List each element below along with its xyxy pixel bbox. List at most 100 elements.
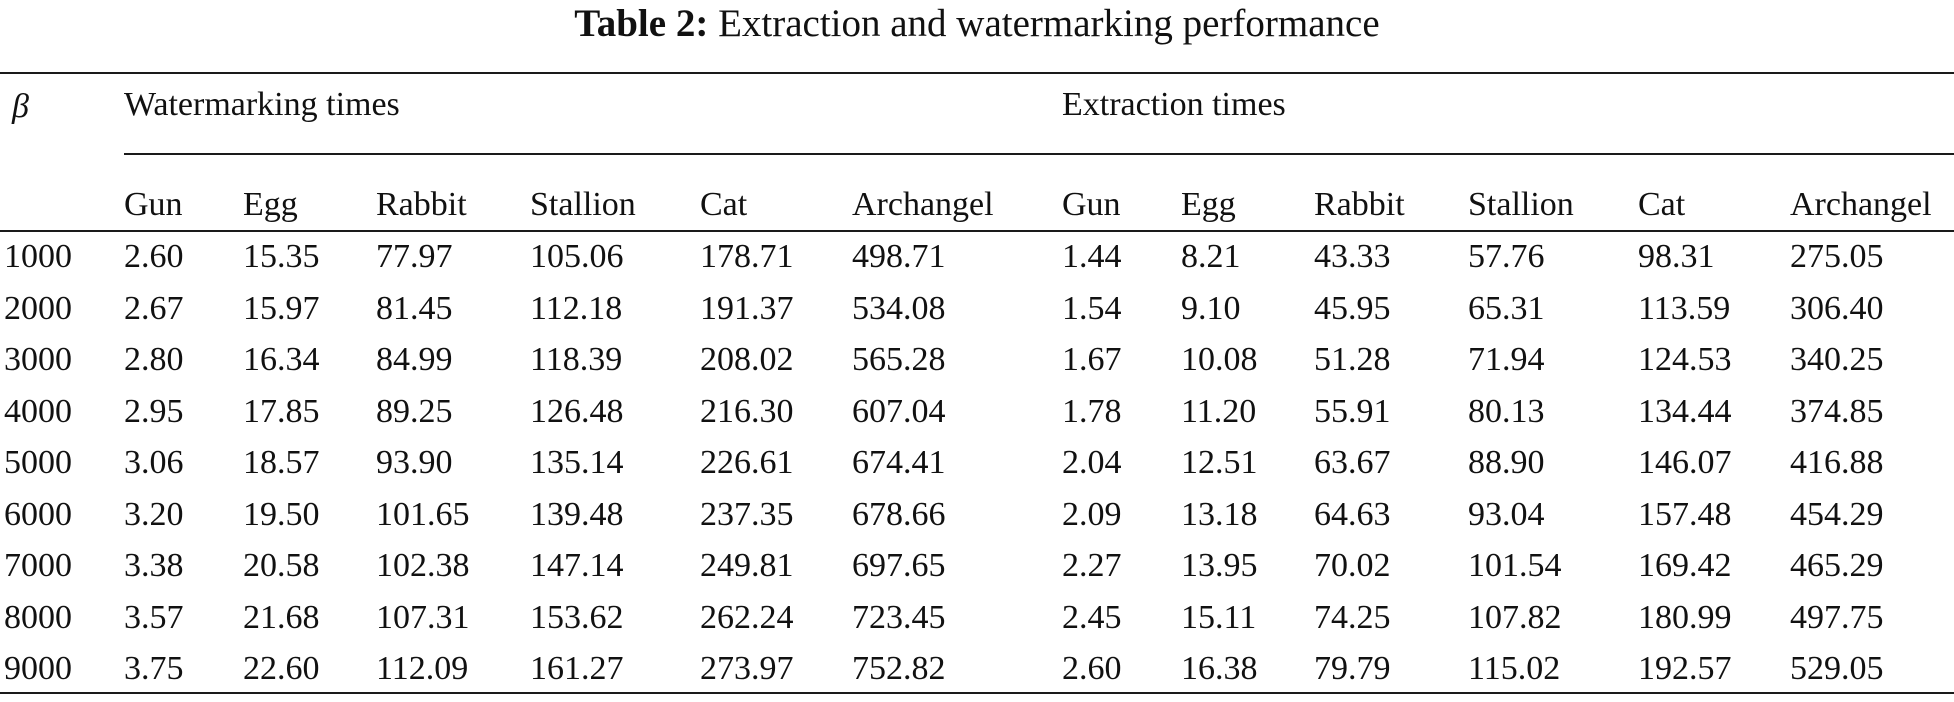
table-cell: 157.48 bbox=[1638, 495, 1732, 533]
column-header-row: Gun Egg Rabbit Stallion Cat Archangel Gun Egg Ra… bbox=[0, 186, 1954, 230]
table-cell: 101.65 bbox=[376, 495, 470, 533]
table-cell: 15.97 bbox=[243, 289, 320, 327]
table-cell: 3.20 bbox=[124, 495, 184, 533]
table-cell: 51.28 bbox=[1314, 341, 1391, 378]
column-header: Stallion bbox=[530, 186, 636, 223]
table-cell: 534.08 bbox=[852, 289, 946, 327]
table-cell: 192.57 bbox=[1638, 650, 1732, 687]
table-row: 1000 2.60 15.35 77.97 105.06 178.71 498.71 1.44… bbox=[0, 238, 1954, 290]
table-cell: 21.68 bbox=[243, 598, 320, 636]
table-cell: 107.31 bbox=[376, 598, 470, 636]
column-header: Egg bbox=[243, 186, 298, 223]
table-cell: 2.09 bbox=[1062, 495, 1122, 533]
table-cell: 306.40 bbox=[1790, 289, 1884, 327]
group-header-extraction: Extraction times bbox=[1062, 86, 1286, 123]
table-cell: 416.88 bbox=[1790, 444, 1884, 481]
table-cell: 607.04 bbox=[852, 392, 946, 430]
table-cell: 2.45 bbox=[1062, 598, 1122, 636]
table-cell: 88.90 bbox=[1468, 444, 1545, 481]
row-beta-cell: 2000 bbox=[4, 289, 72, 327]
row-beta-cell: 4000 bbox=[4, 392, 72, 430]
table-cell: 674.41 bbox=[852, 444, 946, 481]
table-cell: 465.29 bbox=[1790, 547, 1884, 584]
table-cell: 752.82 bbox=[852, 650, 946, 687]
table-cell: 17.85 bbox=[243, 392, 320, 430]
table-caption: Table 2: Extraction and watermarking per… bbox=[0, 0, 1954, 48]
column-header: Gun bbox=[1062, 186, 1121, 223]
table-cell: 2.60 bbox=[1062, 650, 1122, 687]
table-cell: 169.42 bbox=[1638, 547, 1732, 584]
table-cell: 208.02 bbox=[700, 341, 794, 378]
table-cell: 98.31 bbox=[1638, 238, 1715, 275]
table-cell: 3.06 bbox=[124, 444, 184, 481]
column-header: Archangel bbox=[1790, 186, 1932, 223]
table-cell: 139.48 bbox=[530, 495, 624, 533]
table-row: 4000 2.95 17.85 89.25 126.48 216.30 607.04 1.78… bbox=[0, 393, 1954, 445]
table-cell: 43.33 bbox=[1314, 238, 1391, 275]
table-cell: 1.67 bbox=[1062, 341, 1122, 378]
table-cell: 237.35 bbox=[700, 495, 794, 533]
table-cell: 16.34 bbox=[243, 341, 320, 378]
table-cell: 15.35 bbox=[243, 238, 320, 275]
table-cell: 1.54 bbox=[1062, 289, 1122, 327]
row-beta-cell: 8000 bbox=[4, 598, 72, 636]
table-cell: 1.78 bbox=[1062, 392, 1122, 430]
table-cell: 697.65 bbox=[852, 547, 946, 584]
table-cell: 8.21 bbox=[1181, 238, 1241, 275]
table-cell: 497.75 bbox=[1790, 598, 1884, 636]
table-cell: 115.02 bbox=[1468, 650, 1561, 687]
table-cell: 216.30 bbox=[700, 392, 794, 430]
column-header: Rabbit bbox=[1314, 186, 1405, 223]
table-cell: 84.99 bbox=[376, 341, 453, 378]
row-beta-cell: 6000 bbox=[4, 495, 72, 533]
top-rule bbox=[0, 72, 1954, 74]
table-cell: 529.05 bbox=[1790, 650, 1884, 687]
table-cell: 2.67 bbox=[124, 289, 184, 327]
column-header: Archangel bbox=[852, 186, 994, 223]
column-header: Cat bbox=[700, 186, 748, 223]
column-header: Egg bbox=[1181, 186, 1236, 223]
table-cell: 2.60 bbox=[124, 238, 184, 275]
table-cell: 77.97 bbox=[376, 238, 453, 275]
table-row: 9000 3.75 22.60 112.09 161.27 273.97 752.82 2.6… bbox=[0, 650, 1954, 702]
row-beta-cell: 7000 bbox=[4, 547, 72, 584]
table-cell: 124.53 bbox=[1638, 341, 1732, 378]
table-cell: 70.02 bbox=[1314, 547, 1391, 584]
table-cell: 249.81 bbox=[700, 547, 794, 584]
table-cell: 18.57 bbox=[243, 444, 320, 481]
table-cell: 678.66 bbox=[852, 495, 946, 533]
table-cell: 65.31 bbox=[1468, 289, 1545, 327]
table-cell: 12.51 bbox=[1181, 444, 1258, 481]
table-cell: 3.75 bbox=[124, 650, 184, 687]
table-cell: 20.58 bbox=[243, 547, 320, 584]
table-cell: 161.27 bbox=[530, 650, 624, 687]
table-cell: 565.28 bbox=[852, 341, 946, 378]
table-cell: 275.05 bbox=[1790, 238, 1884, 275]
group-span-rule bbox=[124, 153, 1954, 155]
table-cell: 13.95 bbox=[1181, 547, 1258, 584]
row-beta-cell: 3000 bbox=[4, 341, 72, 378]
table-cell: 146.07 bbox=[1638, 444, 1732, 481]
table-cell: 180.99 bbox=[1638, 598, 1732, 636]
table-cell: 102.38 bbox=[376, 547, 470, 584]
table-cell: 113.59 bbox=[1638, 289, 1731, 327]
table-cell: 135.14 bbox=[530, 444, 624, 481]
table-cell: 3.38 bbox=[124, 547, 184, 584]
row-beta-cell: 5000 bbox=[4, 444, 72, 481]
column-header: Rabbit bbox=[376, 186, 467, 223]
caption-text: Extraction and watermarking performance bbox=[718, 2, 1380, 45]
table-cell: 57.76 bbox=[1468, 238, 1545, 275]
table-cell: 273.97 bbox=[700, 650, 794, 687]
table-row: 2000 2.67 15.97 81.45 112.18 191.37 534.08 1.54… bbox=[0, 290, 1954, 342]
table-cell: 126.48 bbox=[530, 392, 624, 430]
bottom-rule bbox=[0, 692, 1954, 694]
table-cell: 71.94 bbox=[1468, 341, 1545, 378]
table-cell: 3.57 bbox=[124, 598, 184, 636]
table-cell: 93.90 bbox=[376, 444, 453, 481]
table-cell: 81.45 bbox=[376, 289, 453, 327]
table-cell: 153.62 bbox=[530, 598, 624, 636]
table-cell: 107.82 bbox=[1468, 598, 1562, 636]
table-cell: 101.54 bbox=[1468, 547, 1562, 584]
table-cell: 2.80 bbox=[124, 341, 184, 378]
table-cell: 15.11 bbox=[1181, 598, 1257, 636]
